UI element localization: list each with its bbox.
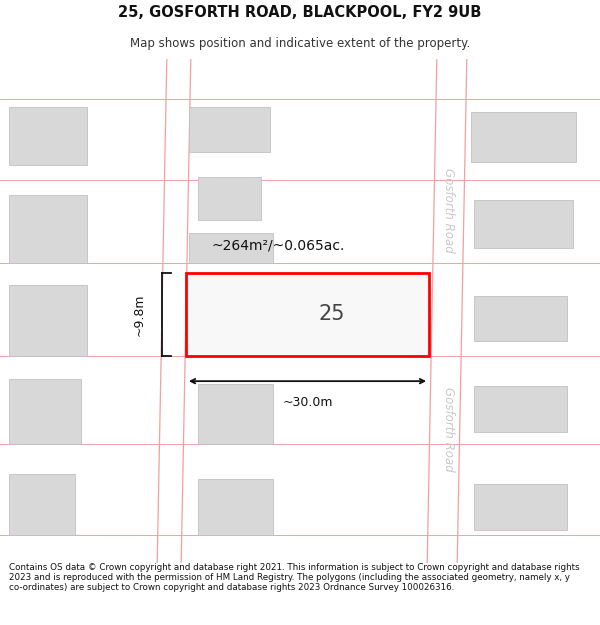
Bar: [9, 195, 87, 262]
Text: Map shows position and indicative extent of the property.: Map shows position and indicative extent…: [130, 37, 470, 50]
Bar: [189, 232, 273, 262]
Text: Gosforth Road: Gosforth Road: [442, 387, 455, 471]
Bar: [474, 386, 567, 431]
Bar: [474, 296, 567, 341]
Bar: [471, 112, 576, 162]
Bar: [198, 384, 273, 444]
Bar: [195, 306, 246, 338]
Text: 25, GOSFORTH ROAD, BLACKPOOL, FY2 9UB: 25, GOSFORTH ROAD, BLACKPOOL, FY2 9UB: [118, 6, 482, 21]
Bar: [198, 479, 273, 535]
Text: Contains OS data © Crown copyright and database right 2021. This information is : Contains OS data © Crown copyright and d…: [9, 562, 580, 592]
Bar: [474, 200, 573, 248]
Text: Gosforth Road: Gosforth Road: [442, 168, 455, 252]
Bar: [9, 286, 87, 356]
Bar: [9, 379, 81, 444]
Bar: [198, 177, 261, 220]
Bar: [9, 107, 87, 164]
Text: ~9.8m: ~9.8m: [133, 293, 146, 336]
Bar: [474, 484, 567, 530]
Text: ~264m²/~0.065ac.: ~264m²/~0.065ac.: [212, 238, 345, 252]
Text: ~30.0m: ~30.0m: [282, 396, 333, 409]
Text: 25: 25: [319, 304, 345, 324]
Bar: [189, 107, 270, 152]
Bar: [186, 273, 429, 356]
Bar: [9, 474, 75, 535]
